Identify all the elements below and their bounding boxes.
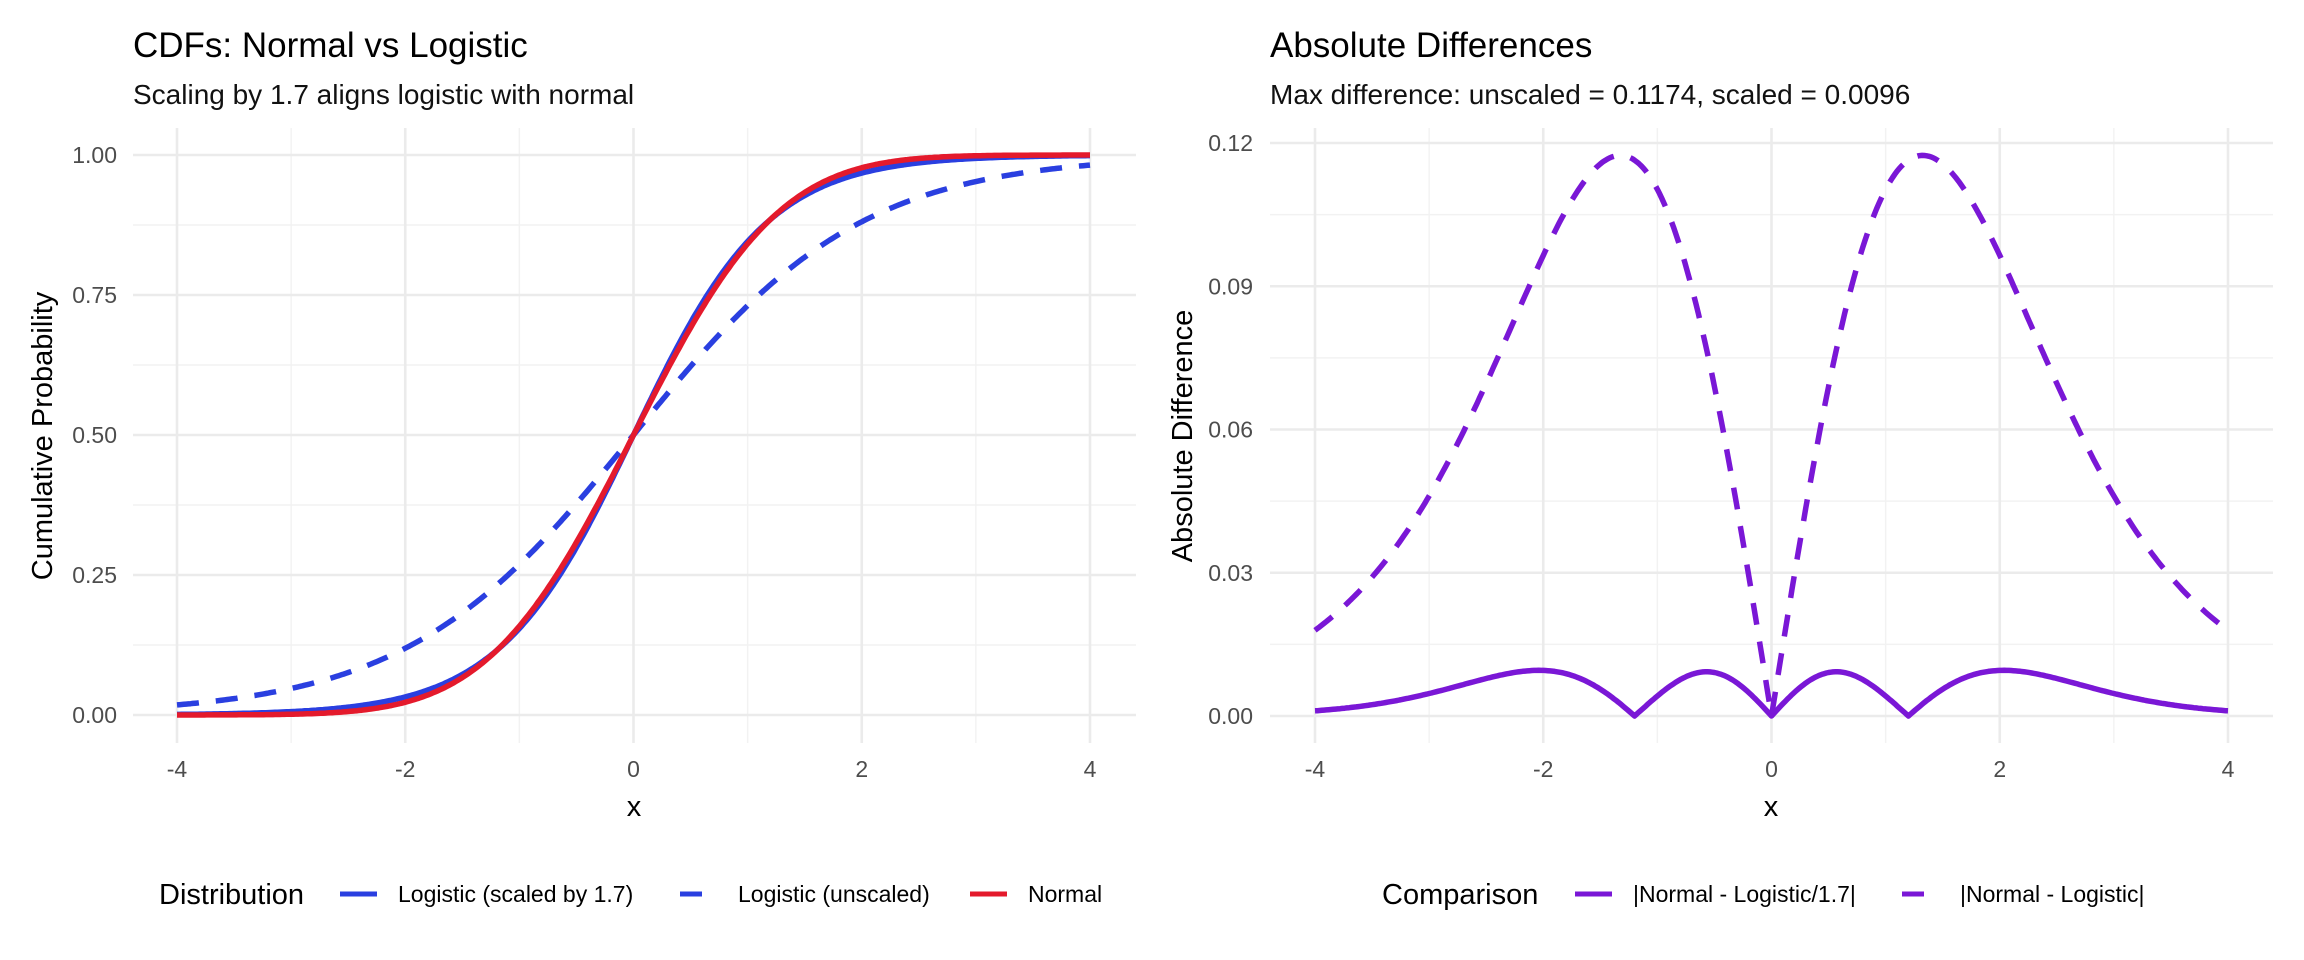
difference-series-lines	[1313, 152, 2230, 719]
legend-label-unscaled-difference: |Normal - Logistic|	[1960, 881, 2145, 907]
x-tick-label: 4	[2222, 756, 2235, 782]
difference-panel: Absolute Differences Max difference: uns…	[1167, 26, 2273, 911]
x-tick-label: 2	[855, 756, 868, 782]
series-line-normal	[176, 152, 1091, 718]
difference-legend: Comparison |Normal - Logistic/1.7| |Norm…	[1382, 879, 2145, 911]
difference-y-axis-title: Absolute Difference	[1167, 310, 1199, 563]
cdf-legend: Distribution Logistic (scaled by 1.7) Lo…	[159, 879, 1102, 911]
y-tick-label: 0.09	[1208, 273, 1253, 299]
x-tick-label: 2	[1993, 756, 2006, 782]
y-tick-label: 0.25	[72, 562, 117, 588]
y-tick-label: 1.00	[72, 142, 117, 168]
legend-label-normal: Normal	[1028, 881, 1102, 907]
series-line-normal-logistic-1-7	[1314, 667, 2229, 719]
cdf-chart-subtitle: Scaling by 1.7 aligns logistic with norm…	[133, 79, 634, 110]
x-tick-label: -4	[1305, 756, 1326, 782]
cdf-legend-title: Distribution	[159, 879, 304, 911]
y-tick-label: 0.00	[1208, 703, 1253, 729]
x-tick-label: 4	[1084, 756, 1097, 782]
series-line-normal-logistic	[1313, 152, 2230, 719]
x-tick-label: -4	[167, 756, 188, 782]
cdf-chart-title: CDFs: Normal vs Logistic	[133, 26, 528, 65]
difference-chart-title: Absolute Differences	[1270, 26, 1592, 65]
cdf-y-tick-labels: 0.00 0.25 0.50 0.75 1.00	[72, 142, 117, 728]
y-tick-label: 0.00	[72, 702, 117, 728]
y-tick-label: 0.12	[1208, 130, 1253, 156]
y-tick-label: 0.03	[1208, 560, 1253, 586]
x-tick-label: -2	[395, 756, 415, 782]
cdf-x-tick-labels: -4 -2 0 2 4	[167, 756, 1097, 782]
y-tick-label: 0.50	[72, 422, 117, 448]
x-tick-label: 0	[1765, 756, 1778, 782]
difference-x-axis-title: x	[1764, 791, 1779, 823]
difference-chart-subtitle: Max difference: unscaled = 0.1174, scale…	[1270, 79, 1910, 110]
y-tick-label: 0.06	[1208, 417, 1253, 443]
legend-label-scaled-difference: |Normal - Logistic/1.7|	[1633, 881, 1856, 907]
difference-y-tick-labels: 0.00 0.03 0.06 0.09 0.12	[1208, 130, 1253, 729]
legend-label-logistic-unscaled: Logistic (unscaled)	[738, 881, 930, 907]
cdf-y-axis-title: Cumulative Probability	[27, 291, 59, 580]
difference-legend-title: Comparison	[1382, 879, 1538, 911]
difference-x-tick-labels: -4 -2 0 2 4	[1305, 756, 2235, 782]
y-tick-label: 0.75	[72, 282, 117, 308]
cdf-x-axis-title: x	[627, 791, 642, 823]
legend-label-logistic-scaled: Logistic (scaled by 1.7)	[398, 881, 633, 907]
x-tick-label: 0	[627, 756, 640, 782]
cdf-series-lines	[176, 152, 1091, 718]
cdf-panel: CDFs: Normal vs Logistic Scaling by 1.7 …	[27, 26, 1136, 911]
x-tick-label: -2	[1533, 756, 1553, 782]
